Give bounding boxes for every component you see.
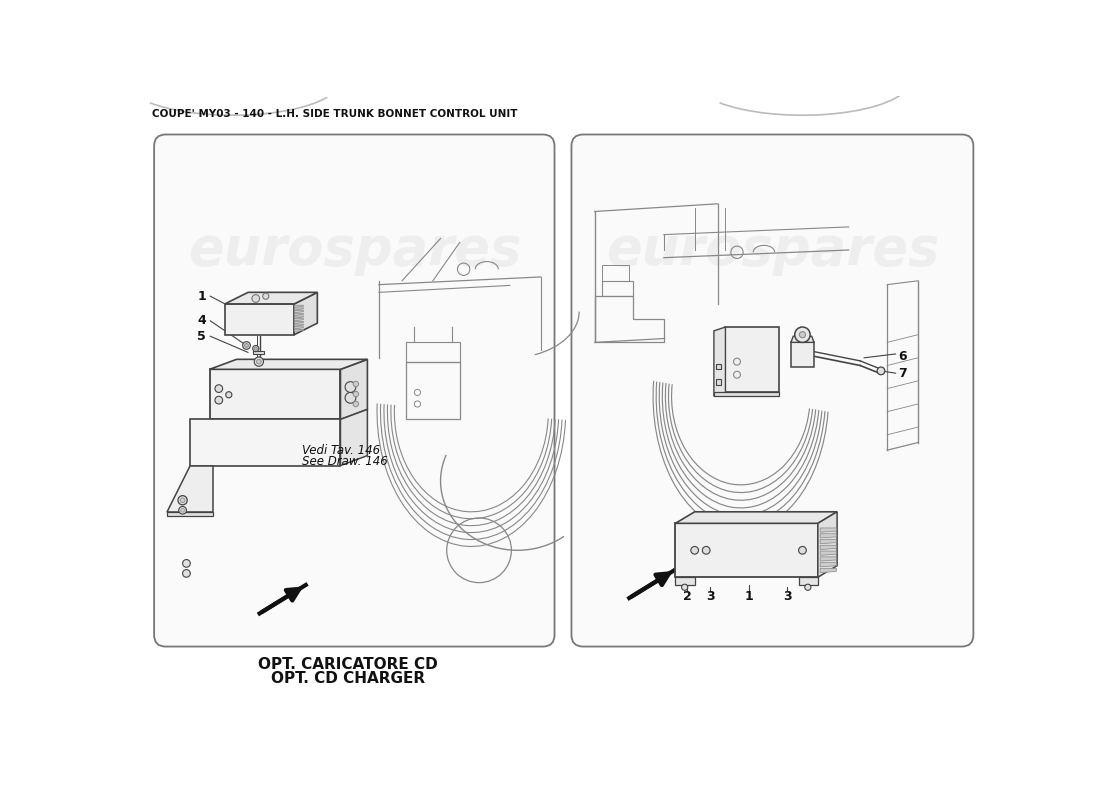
Text: OPT. CARICATORE CD: OPT. CARICATORE CD — [258, 657, 438, 672]
Polygon shape — [295, 330, 304, 332]
Circle shape — [244, 343, 249, 347]
Text: See Draw. 146: See Draw. 146 — [301, 455, 387, 468]
Polygon shape — [675, 578, 695, 585]
Text: eurospares: eurospares — [188, 224, 521, 276]
Polygon shape — [821, 551, 836, 555]
Circle shape — [805, 584, 811, 590]
Polygon shape — [791, 336, 814, 342]
Text: eurospares: eurospares — [606, 224, 939, 276]
Circle shape — [252, 294, 260, 302]
Polygon shape — [821, 568, 836, 573]
Circle shape — [183, 559, 190, 567]
Circle shape — [799, 546, 806, 554]
Polygon shape — [295, 292, 318, 334]
Text: 3: 3 — [706, 590, 714, 603]
Circle shape — [253, 346, 258, 352]
Text: Vedi Tav. 146: Vedi Tav. 146 — [301, 444, 381, 457]
Text: 3: 3 — [783, 590, 791, 603]
Text: 2: 2 — [683, 590, 691, 603]
Text: 1: 1 — [198, 290, 206, 302]
Circle shape — [254, 347, 257, 350]
Circle shape — [214, 385, 222, 393]
Polygon shape — [295, 324, 304, 326]
Polygon shape — [714, 327, 726, 396]
Polygon shape — [675, 512, 837, 523]
Polygon shape — [295, 314, 304, 315]
Polygon shape — [821, 528, 836, 532]
Polygon shape — [818, 512, 837, 578]
Polygon shape — [716, 364, 720, 370]
Circle shape — [263, 293, 268, 299]
Text: 6: 6 — [899, 350, 906, 362]
Circle shape — [353, 382, 359, 386]
Circle shape — [180, 508, 185, 512]
Circle shape — [214, 396, 222, 404]
Text: 4: 4 — [198, 314, 206, 327]
Polygon shape — [209, 359, 367, 370]
Text: OPT. CD CHARGER: OPT. CD CHARGER — [271, 670, 426, 686]
Circle shape — [800, 332, 805, 338]
Circle shape — [353, 402, 359, 406]
Polygon shape — [295, 318, 304, 321]
FancyBboxPatch shape — [572, 134, 974, 646]
Polygon shape — [224, 304, 295, 334]
Polygon shape — [224, 292, 318, 304]
Polygon shape — [799, 578, 818, 585]
Polygon shape — [714, 393, 779, 396]
Circle shape — [353, 391, 359, 397]
Polygon shape — [295, 316, 304, 318]
Circle shape — [682, 584, 688, 590]
Polygon shape — [675, 523, 818, 578]
Circle shape — [183, 570, 190, 578]
Circle shape — [345, 393, 356, 403]
Polygon shape — [167, 512, 213, 516]
Text: 7: 7 — [899, 366, 906, 380]
Circle shape — [691, 546, 698, 554]
Polygon shape — [821, 562, 836, 567]
FancyBboxPatch shape — [154, 134, 554, 646]
Circle shape — [243, 342, 251, 350]
Polygon shape — [821, 534, 836, 538]
Circle shape — [794, 327, 810, 342]
Circle shape — [226, 392, 232, 398]
Polygon shape — [821, 539, 836, 544]
Text: 1: 1 — [745, 590, 752, 603]
Polygon shape — [190, 419, 341, 466]
Polygon shape — [716, 379, 720, 385]
Polygon shape — [726, 327, 779, 393]
Circle shape — [345, 382, 356, 393]
Polygon shape — [295, 308, 304, 310]
Polygon shape — [821, 546, 836, 550]
Circle shape — [178, 496, 187, 505]
Polygon shape — [295, 306, 304, 307]
Text: COUPE' MY03 - 140 - L.H. SIDE TRUNK BONNET CONTROL UNIT: COUPE' MY03 - 140 - L.H. SIDE TRUNK BONN… — [152, 109, 517, 119]
Text: 5: 5 — [198, 330, 206, 342]
Circle shape — [180, 498, 185, 502]
Polygon shape — [791, 342, 814, 367]
Polygon shape — [295, 310, 304, 313]
Polygon shape — [295, 326, 304, 329]
Polygon shape — [209, 370, 341, 419]
Circle shape — [703, 546, 711, 554]
Circle shape — [256, 359, 261, 364]
Polygon shape — [341, 410, 367, 466]
Circle shape — [877, 367, 884, 374]
Circle shape — [254, 357, 264, 366]
Circle shape — [178, 506, 187, 514]
Polygon shape — [341, 359, 367, 419]
Polygon shape — [253, 351, 264, 354]
Polygon shape — [167, 466, 213, 512]
Polygon shape — [295, 322, 304, 323]
Polygon shape — [821, 557, 836, 561]
